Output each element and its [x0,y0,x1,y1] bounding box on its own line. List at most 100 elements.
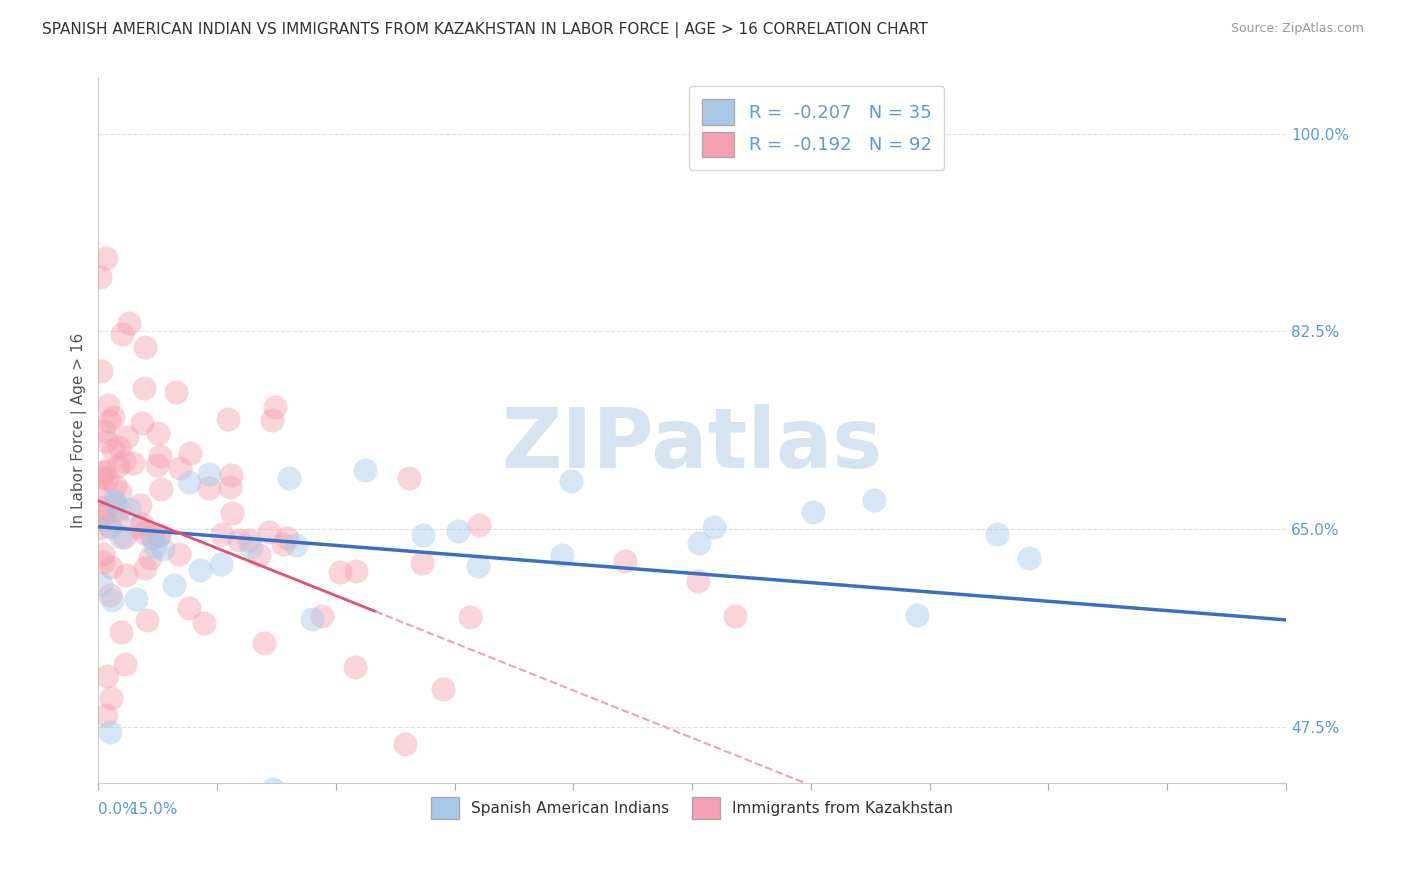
Point [105,513,128,527]
Point [688,574,710,588]
Point [801,505,824,519]
Point [93,464,115,478]
Point [90,470,112,484]
Point [688,536,710,550]
Point [211,527,233,541]
Point [98,520,121,534]
Point [129,498,152,512]
Point [131,516,153,531]
Point [411,556,433,570]
Point [169,461,191,475]
Point [114,657,136,672]
Point [89,486,111,500]
Point [100,691,122,706]
Point [110,530,132,544]
Point [262,781,284,796]
Point [257,524,280,539]
Point [146,426,169,441]
Y-axis label: In Labor Force | Age > 16: In Labor Force | Age > 16 [72,333,87,528]
Point [132,381,155,395]
Point [149,450,172,464]
Point [101,409,124,424]
Point [98,414,121,428]
Point [179,475,201,489]
Point [560,474,582,488]
Point [90,500,112,515]
Point [91,547,114,561]
Point [467,517,489,532]
Point [167,547,190,561]
Point [90,577,112,591]
Point [149,482,172,496]
Point [89,269,111,284]
Point [260,413,283,427]
Point [239,540,262,554]
Point [98,518,121,533]
Point [108,440,131,454]
Point [94,708,117,723]
Point [276,531,298,545]
Point [97,398,120,412]
Point [134,561,156,575]
Point [134,526,156,541]
Point [143,541,166,555]
Point [277,471,299,485]
Point [96,251,118,265]
Point [146,529,169,543]
Point [142,531,165,545]
Point [188,563,211,577]
Point [162,578,184,592]
Point [115,430,138,444]
Point [329,566,352,580]
Point [135,613,157,627]
Point [432,682,454,697]
Point [139,550,162,565]
Point [93,555,115,569]
Point [467,558,489,573]
Point [103,493,125,508]
Point [353,463,375,477]
Point [122,456,145,470]
Point [344,564,367,578]
Point [93,424,115,438]
Point [112,530,135,544]
Point [107,458,129,473]
Point [90,364,112,378]
Point [253,635,276,649]
Point [94,507,117,521]
Point [131,416,153,430]
Point [343,659,366,673]
Point [125,591,148,606]
Point [285,538,308,552]
Text: 15.0%: 15.0% [129,802,177,816]
Point [238,533,260,548]
Text: ZIPatlas: ZIPatlas [502,404,883,485]
Text: Source: ZipAtlas.com: Source: ZipAtlas.com [1230,22,1364,36]
Point [104,479,127,493]
Point [108,485,131,500]
Point [128,520,150,534]
Point [101,593,124,607]
Point [145,458,167,472]
Point [152,542,174,557]
Point [94,434,117,448]
Point [104,497,127,511]
Point [118,316,141,330]
Legend: Spanish American Indians, Immigrants from Kazakhstan: Spanish American Indians, Immigrants fro… [425,791,959,825]
Point [100,560,122,574]
Point [986,527,1008,541]
Point [198,467,221,481]
Point [148,528,170,542]
Text: SPANISH AMERICAN INDIAN VS IMMIGRANTS FROM KAZAKHSTAN IN LABOR FORCE | AGE > 16 : SPANISH AMERICAN INDIAN VS IMMIGRANTS FR… [42,22,928,38]
Point [271,537,294,551]
Point [89,521,111,535]
Point [458,609,481,624]
Point [724,609,747,624]
Point [179,600,201,615]
Point [551,548,574,562]
Point [107,502,129,516]
Point [98,725,121,739]
Point [398,471,420,485]
Point [179,446,201,460]
Point [905,607,928,622]
